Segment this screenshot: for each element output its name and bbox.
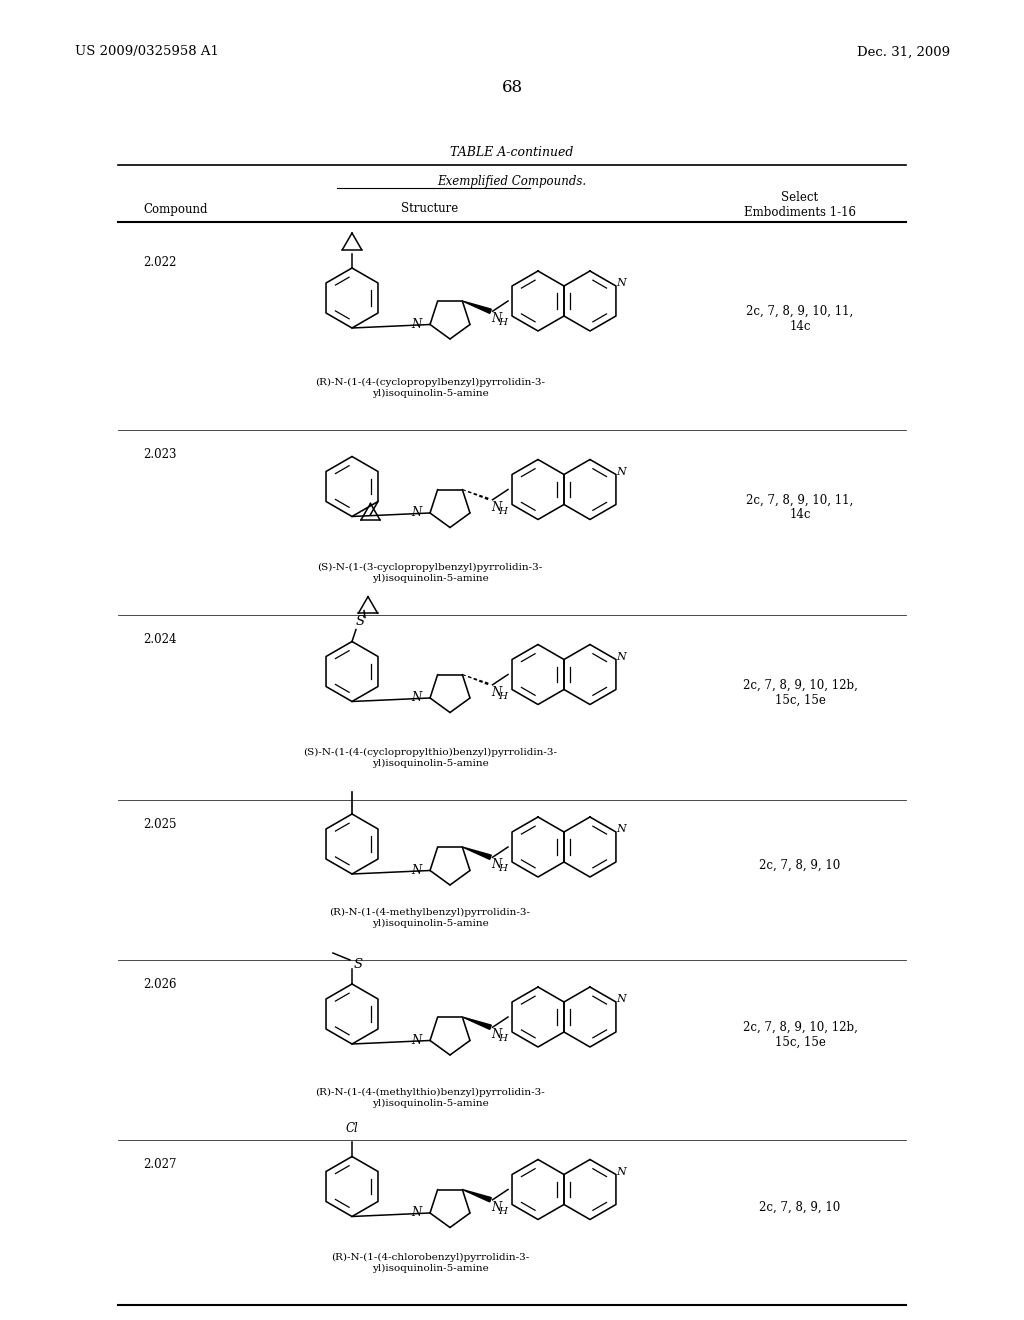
Text: Cl: Cl bbox=[346, 1122, 358, 1134]
Text: N: N bbox=[411, 692, 421, 705]
Text: N: N bbox=[411, 507, 421, 520]
Text: N: N bbox=[411, 1034, 421, 1047]
Text: N: N bbox=[615, 994, 626, 1005]
Text: N: N bbox=[411, 318, 421, 331]
Text: N: N bbox=[492, 1201, 502, 1214]
Text: 2.022: 2.022 bbox=[143, 256, 176, 269]
Text: 2.026: 2.026 bbox=[143, 978, 176, 991]
Text: N: N bbox=[615, 824, 626, 834]
Text: (R)-N-(1-(4-(cyclopropylbenzyl)pyrrolidin-3-
yl)isoquinolin-5-amine: (R)-N-(1-(4-(cyclopropylbenzyl)pyrrolidi… bbox=[315, 378, 545, 397]
Text: H: H bbox=[499, 1206, 508, 1216]
Text: N: N bbox=[492, 1028, 502, 1041]
Text: 2c, 7, 8, 9, 10: 2c, 7, 8, 9, 10 bbox=[760, 858, 841, 871]
Text: Compound: Compound bbox=[143, 203, 208, 216]
Text: S: S bbox=[353, 957, 362, 970]
Text: N: N bbox=[411, 865, 421, 876]
Text: N: N bbox=[492, 686, 502, 698]
Text: Exemplified Compounds.: Exemplified Compounds. bbox=[437, 176, 587, 189]
Text: US 2009/0325958 A1: US 2009/0325958 A1 bbox=[75, 45, 219, 58]
Text: (R)-N-(1-(4-chlorobenzyl)pyrrolidin-3-
yl)isoquinolin-5-amine: (R)-N-(1-(4-chlorobenzyl)pyrrolidin-3- y… bbox=[331, 1253, 529, 1272]
Text: H: H bbox=[499, 507, 508, 516]
Text: (S)-N-(1-(4-(cyclopropylthio)benzyl)pyrrolidin-3-
yl)isoquinolin-5-amine: (S)-N-(1-(4-(cyclopropylthio)benzyl)pyrr… bbox=[303, 748, 557, 768]
Text: N: N bbox=[615, 652, 626, 661]
Text: Select
Embodiments 1-16: Select Embodiments 1-16 bbox=[744, 191, 856, 219]
Text: 68: 68 bbox=[502, 79, 522, 96]
Text: TABLE A-continued: TABLE A-continued bbox=[451, 147, 573, 160]
Text: (S)-N-(1-(3-cyclopropylbenzyl)pyrrolidin-3-
yl)isoquinolin-5-amine: (S)-N-(1-(3-cyclopropylbenzyl)pyrrolidin… bbox=[317, 564, 543, 582]
Polygon shape bbox=[463, 1189, 492, 1203]
Text: N: N bbox=[615, 1167, 626, 1177]
Text: N: N bbox=[492, 858, 502, 871]
Text: (R)-N-(1-(4-methylbenzyl)pyrrolidin-3-
yl)isoquinolin-5-amine: (R)-N-(1-(4-methylbenzyl)pyrrolidin-3- y… bbox=[330, 908, 530, 928]
Text: H: H bbox=[499, 865, 508, 874]
Text: 2c, 7, 8, 9, 10, 12b,
15c, 15e: 2c, 7, 8, 9, 10, 12b, 15c, 15e bbox=[742, 1020, 857, 1049]
Text: 2c, 7, 8, 9, 10, 12b,
15c, 15e: 2c, 7, 8, 9, 10, 12b, 15c, 15e bbox=[742, 678, 857, 706]
Text: S: S bbox=[355, 615, 365, 628]
Text: N: N bbox=[411, 1206, 421, 1220]
Text: 2.027: 2.027 bbox=[143, 1158, 176, 1171]
Text: 2c, 7, 8, 9, 10, 11,
14c: 2c, 7, 8, 9, 10, 11, 14c bbox=[746, 494, 854, 521]
Text: N: N bbox=[615, 279, 626, 288]
Text: 2.023: 2.023 bbox=[143, 447, 176, 461]
Text: Dec. 31, 2009: Dec. 31, 2009 bbox=[857, 45, 950, 58]
Text: 2.024: 2.024 bbox=[143, 634, 176, 645]
Text: Structure: Structure bbox=[401, 202, 459, 214]
Text: N: N bbox=[492, 500, 502, 513]
Text: H: H bbox=[499, 1035, 508, 1043]
Text: 2c, 7, 8, 9, 10, 11,
14c: 2c, 7, 8, 9, 10, 11, 14c bbox=[746, 305, 854, 333]
Polygon shape bbox=[463, 301, 492, 313]
Text: H: H bbox=[499, 318, 508, 327]
Polygon shape bbox=[463, 1016, 492, 1030]
Text: 2.025: 2.025 bbox=[143, 818, 176, 832]
Text: 2c, 7, 8, 9, 10: 2c, 7, 8, 9, 10 bbox=[760, 1201, 841, 1214]
Text: H: H bbox=[499, 692, 508, 701]
Polygon shape bbox=[463, 847, 492, 859]
Text: (R)-N-(1-(4-(methylthio)benzyl)pyrrolidin-3-
yl)isoquinolin-5-amine: (R)-N-(1-(4-(methylthio)benzyl)pyrrolidi… bbox=[315, 1088, 545, 1107]
Text: N: N bbox=[492, 313, 502, 325]
Text: N: N bbox=[615, 467, 626, 477]
